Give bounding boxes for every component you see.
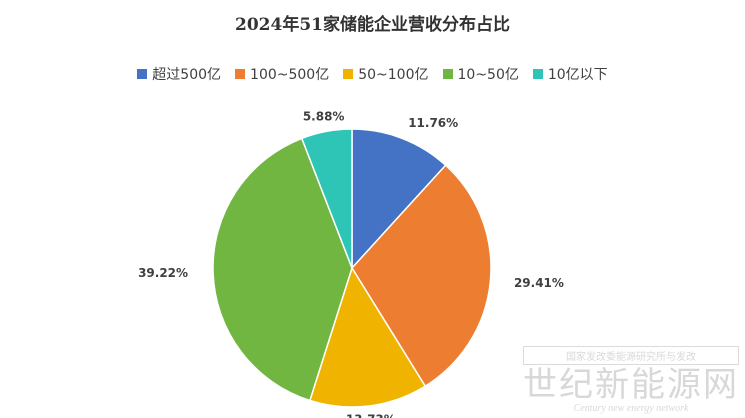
- legend-item: 超过500亿: [137, 64, 221, 84]
- legend-swatch: [343, 69, 354, 79]
- slice-data-label: 39.22%: [138, 266, 188, 280]
- watermark-main-text: 世纪新能源网: [523, 365, 739, 405]
- slice-data-label: 5.88%: [303, 109, 345, 123]
- legend-item: 100~500亿: [235, 64, 329, 84]
- legend-label: 50~100亿: [358, 67, 429, 83]
- pie-slice: [300, 128, 353, 269]
- legend-item: 10亿以下: [532, 64, 608, 84]
- slice-data-label: 11.76%: [408, 116, 458, 130]
- pie-slice: [212, 137, 353, 402]
- legend-label: 100~500亿: [250, 67, 330, 83]
- chart-title: 2024年51家储能企业营收分布占比: [235, 15, 510, 35]
- slice-data-label: 29.41%: [514, 276, 564, 290]
- legend-item: 10~50亿: [442, 64, 519, 84]
- legend-swatch: [532, 69, 543, 79]
- legend-swatch: [235, 69, 246, 79]
- legend-label: 10亿以下: [547, 67, 608, 83]
- legend-label: 10~50亿: [457, 67, 519, 83]
- slice-data-label: 13.73%: [346, 413, 396, 418]
- pie-slice: [351, 164, 492, 388]
- watermark-top-text: 国家发改委能源研究所与发改: [523, 346, 739, 365]
- legend-label: 超过500亿: [152, 67, 222, 83]
- pie-slice: [351, 128, 447, 270]
- legend-swatch: [137, 69, 148, 79]
- legend: 超过500亿 100~500亿 50~100亿 10~50亿 10亿以下: [0, 64, 745, 84]
- legend-swatch: [442, 69, 453, 79]
- legend-item: 50~100亿: [343, 64, 429, 84]
- pie-slice: [308, 266, 427, 408]
- watermark: 国家发改委能源研究所与发改 世纪新能源网 Century new energy …: [523, 346, 739, 414]
- watermark-sub-text: Century new energy network: [573, 403, 689, 414]
